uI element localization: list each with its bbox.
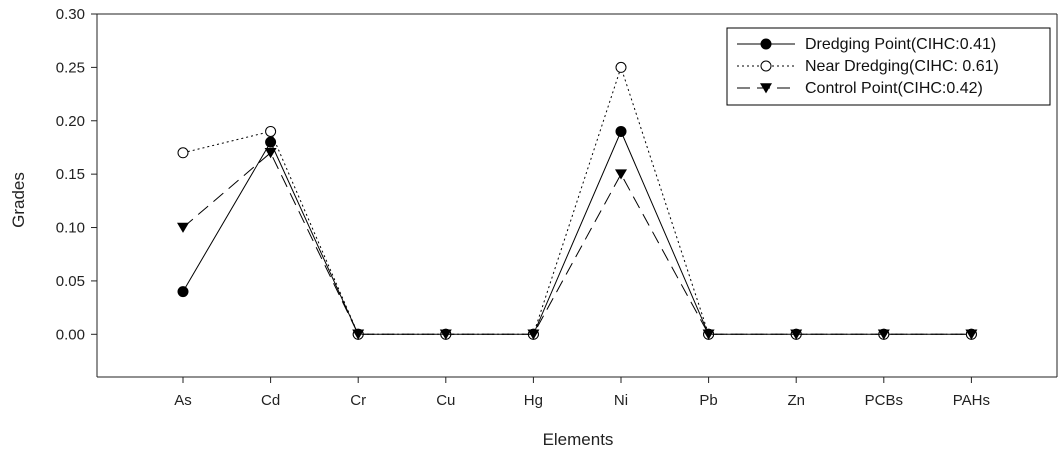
data-point xyxy=(265,125,277,137)
y-tick-label: 0.25 xyxy=(56,59,85,76)
x-tick-label: Cr xyxy=(350,392,366,409)
data-point xyxy=(265,136,277,148)
x-tick-label: PAHs xyxy=(953,392,990,409)
legend-label: Dredging Point(CIHC:0.41) xyxy=(805,36,996,53)
y-tick-label: 0.15 xyxy=(56,166,85,183)
x-tick-label: Cu xyxy=(436,392,455,409)
data-point xyxy=(615,61,627,73)
y-tick-label: 0.00 xyxy=(56,326,85,343)
y-axis-title: Grades xyxy=(9,172,28,228)
data-point xyxy=(264,147,277,159)
y-axis-ticks: 0.00 0.05 0.10 0.15 0.20 0.25 0.30 xyxy=(56,6,97,343)
legend-box xyxy=(726,27,1051,106)
legend-label: Control Point(CIHC:0.42) xyxy=(805,80,983,97)
legend-item-3: Control Point(CIHC:0.42) xyxy=(737,80,983,97)
y-tick-label: 0.20 xyxy=(56,113,85,130)
legend-marker xyxy=(760,38,772,50)
data-point xyxy=(439,329,452,340)
x-axis-ticks: As Cd Cr Cu Hg Ni Pb Zn PCBs PAHs xyxy=(174,377,990,409)
legend: Dredging Point(CIHC:0.41) Near Dredging(C… xyxy=(726,27,1051,106)
data-point xyxy=(702,329,715,340)
series-line xyxy=(182,130,972,335)
series-line xyxy=(182,151,972,335)
legend-marker xyxy=(760,83,772,94)
series-1 xyxy=(177,125,977,340)
y-tick-label: 0.30 xyxy=(56,6,85,23)
x-tick-label: Ni xyxy=(614,392,628,409)
data-point xyxy=(615,125,627,137)
data-point xyxy=(177,286,189,298)
y-tick-label: 0.10 xyxy=(56,220,85,237)
data-point xyxy=(527,329,540,340)
data-point xyxy=(877,329,890,340)
x-tick-label: Hg xyxy=(524,392,543,409)
data-point xyxy=(177,147,189,159)
y-tick-label: 0.05 xyxy=(56,273,85,290)
legend-item-1: Dredging Point(CIHC:0.41) xyxy=(737,36,996,53)
data-point xyxy=(615,169,627,180)
data-point xyxy=(352,329,365,340)
x-tick-label: As xyxy=(174,392,192,409)
x-tick-label: PCBs xyxy=(865,392,903,409)
x-tick-label: Cd xyxy=(261,392,280,409)
series-layer xyxy=(177,61,978,340)
legend-marker xyxy=(760,60,772,72)
x-tick-label: Pb xyxy=(699,392,717,409)
axes xyxy=(96,13,1058,378)
data-point xyxy=(790,329,803,340)
legend-item-2: Near Dredging(CIHC: 0.61) xyxy=(737,58,999,75)
series-3 xyxy=(177,147,978,340)
legend-label: Near Dredging(CIHC: 0.61) xyxy=(805,58,999,75)
data-point xyxy=(965,329,978,340)
series-line xyxy=(182,65,972,335)
data-point xyxy=(177,222,189,233)
x-axis-title: Elements xyxy=(543,430,614,449)
x-tick-label: Zn xyxy=(787,392,805,409)
